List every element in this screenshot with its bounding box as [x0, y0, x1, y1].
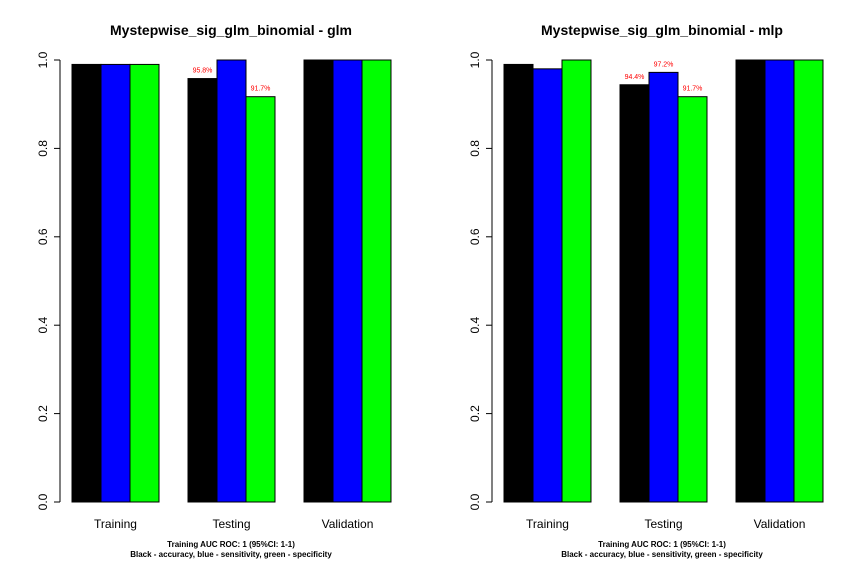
y-tick-label: 1.0: [468, 51, 482, 68]
x-category-label: Testing: [644, 517, 682, 531]
x-category-label: Validation: [322, 517, 374, 531]
auc-note: Training AUC ROC: 1 (95%CI: 1-1): [598, 540, 726, 549]
bar-sensitivity-validation: [332, 59, 363, 503]
chart-title: Mystepwise_sig_glm_binomial - mlp: [541, 22, 783, 38]
y-tick-label: 0.4: [36, 317, 50, 334]
bar-accuracy-training: [503, 63, 534, 503]
bar-sensitivity-training: [532, 68, 563, 503]
data-label: 91.7%: [683, 86, 703, 93]
bar-specificity-testing: [245, 96, 276, 503]
bar-accuracy-training: [71, 63, 102, 503]
bar-specificity-validation: [361, 59, 392, 503]
bar-accuracy-validation: [303, 59, 334, 503]
bar-specificity-training: [129, 63, 160, 503]
bar-specificity-validation: [793, 59, 824, 503]
bar-sensitivity-training: [100, 63, 131, 503]
auc-note: Training AUC ROC: 1 (95%CI: 1-1): [167, 540, 295, 549]
bar-sensitivity-testing: [648, 71, 679, 503]
legend-note: Black - accuracy, blue - sensitivity, gr…: [130, 550, 332, 559]
chart-title: Mystepwise_sig_glm_binomial - glm: [110, 22, 352, 38]
bar-accuracy-validation: [735, 59, 766, 503]
data-label: 95.8%: [193, 68, 213, 75]
y-tick-label: 0.4: [468, 317, 482, 334]
y-tick-label: 0.2: [36, 405, 50, 422]
y-tick-label: 1.0: [36, 51, 50, 68]
bar-sensitivity-testing: [216, 59, 247, 503]
chart-panel-2: Mystepwise_sig_glm_binomial - mlp 0.0 0.2 0…: [468, 22, 824, 559]
chart-panel-1: Mystepwise_sig_glm_binomial - glm 0.0 0.2 0…: [36, 22, 392, 559]
y-tick-label: 0.0: [468, 493, 482, 510]
x-category-label: Testing: [212, 517, 250, 531]
x-category-label: Validation: [754, 517, 806, 531]
y-tick-label: 0.6: [36, 228, 50, 245]
y-tick-label: 0.0: [36, 493, 50, 510]
y-tick-label: 0.8: [36, 140, 50, 157]
data-label: 97.2%: [654, 61, 674, 68]
bar-specificity-training: [561, 59, 592, 503]
data-label: 91.7%: [251, 86, 271, 93]
legend-note: Black - accuracy, blue - sensitivity, gr…: [561, 550, 763, 559]
bar-accuracy-testing: [187, 78, 218, 503]
y-tick-label: 0.6: [468, 228, 482, 245]
bar-sensitivity-validation: [764, 59, 795, 503]
bar-specificity-testing: [677, 96, 708, 503]
x-category-label: Training: [526, 517, 569, 531]
x-category-label: Training: [94, 517, 137, 531]
y-tick-label: 0.2: [468, 405, 482, 422]
data-label: 94.4%: [625, 74, 645, 81]
y-tick-label: 0.8: [468, 140, 482, 157]
bar-accuracy-testing: [619, 84, 650, 503]
